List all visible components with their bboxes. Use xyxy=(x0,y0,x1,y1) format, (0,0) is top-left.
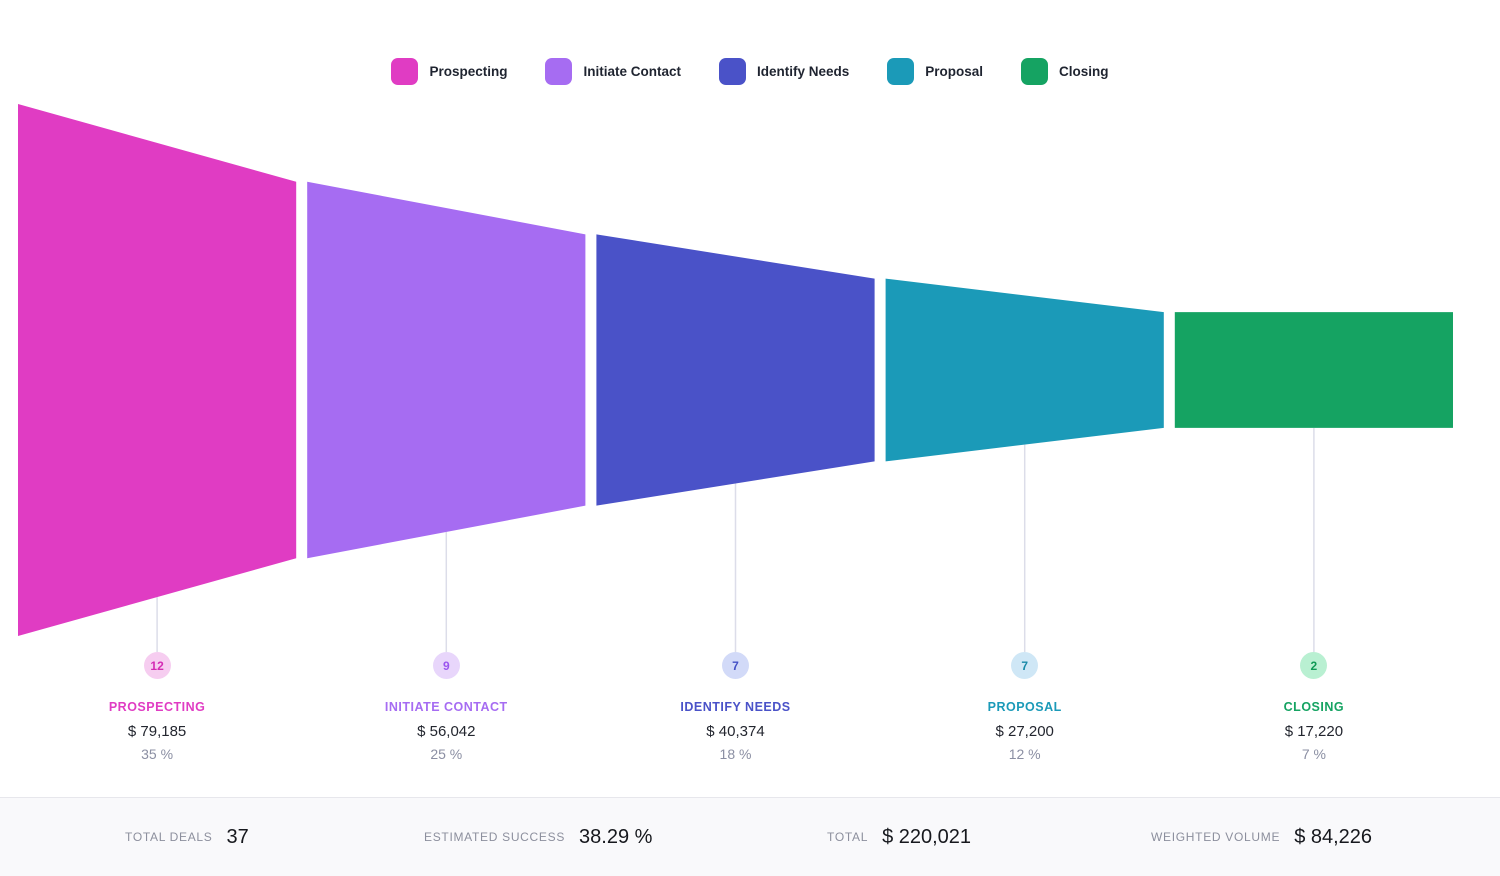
stat-weighted-volume: Weighted Volume $ 84,226 xyxy=(1151,798,1372,876)
stage-info-closing: 2 Closing $ 17,220 7 % xyxy=(1174,652,1454,762)
legend-label: Closing xyxy=(1059,64,1109,79)
stage-amount: $ 17,220 xyxy=(1284,723,1344,740)
funnel-segment-identify-needs[interactable] xyxy=(596,234,875,506)
summary-bar: Total Deals 37 Estimated Success 38.29 % Tot… xyxy=(0,797,1500,876)
stage-amount: $ 79,185 xyxy=(127,723,187,740)
funnel-segment-initiate-contact[interactable] xyxy=(307,181,586,559)
legend-item-proposal[interactable]: Proposal xyxy=(887,58,983,85)
stage-info-proposal: 7 Proposal $ 27,200 12 % xyxy=(885,652,1165,762)
stat-total: Total $ 220,021 xyxy=(827,798,971,876)
stage-amount: $ 40,374 xyxy=(706,723,765,740)
stat-label: Total Deals xyxy=(125,830,213,844)
funnel-segment-closing[interactable] xyxy=(1174,312,1453,428)
stat-total-deals: Total Deals 37 xyxy=(125,798,249,876)
legend-item-closing[interactable]: Closing xyxy=(1021,58,1109,85)
stage-name: Prospecting xyxy=(108,700,206,714)
stat-value: 37 xyxy=(226,825,249,848)
stage-percent: 12 % xyxy=(1008,746,1041,762)
stage-info-identify-needs: 7 Identify Needs $ 40,374 18 % xyxy=(596,652,876,762)
legend-label: Proposal xyxy=(925,64,984,79)
legend-swatch-icon xyxy=(887,58,915,85)
stage-count-badge: 7 xyxy=(1011,652,1039,679)
stage-name: Proposal xyxy=(987,700,1062,714)
funnel-chart-svg xyxy=(18,104,1453,652)
stage-amount: $ 27,200 xyxy=(995,723,1054,740)
legend-item-prospecting[interactable]: Prospecting xyxy=(391,58,507,85)
funnel-segment-prospecting[interactable] xyxy=(18,104,297,636)
stage-percent: 7 % xyxy=(1301,746,1326,762)
stat-label: Estimated Success xyxy=(424,830,566,844)
stat-value: $ 84,226 xyxy=(1294,825,1373,848)
stage-count-badge: 7 xyxy=(722,652,749,679)
legend-label: Identify Needs xyxy=(756,64,850,79)
legend-swatch-icon xyxy=(545,58,573,85)
legend-swatch-icon xyxy=(391,58,419,85)
stat-value: $ 220,021 xyxy=(882,825,972,848)
stat-label: Weighted Volume xyxy=(1151,830,1281,844)
stage-name: Identify Needs xyxy=(680,700,791,714)
legend-label: Initiate Contact xyxy=(583,64,681,79)
stage-info-initiate-contact: 9 Initiate Contact $ 56,042 25 % xyxy=(306,652,586,762)
stage-percent: 18 % xyxy=(719,746,752,762)
legend-swatch-icon xyxy=(1021,58,1049,85)
stage-name: Closing xyxy=(1283,700,1345,714)
stage-amount: $ 56,042 xyxy=(417,723,476,740)
legend-label: Prospecting xyxy=(429,64,508,79)
stage-percent: 25 % xyxy=(430,746,463,762)
stat-label: Total xyxy=(827,830,869,844)
chart-legend: Prospecting Initiate Contact Identify Need… xyxy=(0,58,1500,85)
funnel-segment-proposal[interactable] xyxy=(885,278,1164,462)
legend-item-initiate-contact[interactable]: Initiate Contact xyxy=(545,58,681,85)
stage-name: Initiate Contact xyxy=(384,700,508,714)
stat-value: 38.29 % xyxy=(579,825,653,848)
legend-item-identify-needs[interactable]: Identify Needs xyxy=(718,58,850,85)
legend-swatch-icon xyxy=(718,58,746,85)
stage-count-badge: 12 xyxy=(143,652,171,679)
stat-estimated-success: Estimated Success 38.29 % xyxy=(424,798,652,876)
stage-count-badge: 2 xyxy=(1300,652,1328,679)
stage-percent: 35 % xyxy=(141,746,174,762)
stage-count-badge: 9 xyxy=(432,652,460,679)
stage-info-prospecting: 12 Prospecting $ 79,185 35 % xyxy=(17,652,297,762)
